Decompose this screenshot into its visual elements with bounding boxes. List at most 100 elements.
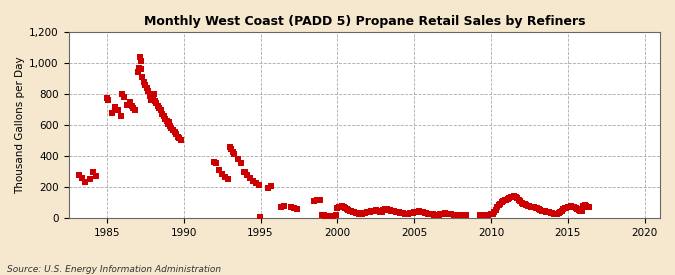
Point bbox=[458, 213, 468, 217]
Point bbox=[492, 205, 503, 210]
Point bbox=[385, 208, 396, 213]
Point bbox=[543, 210, 554, 214]
Point bbox=[134, 65, 144, 70]
Point bbox=[155, 108, 166, 112]
Point bbox=[461, 213, 472, 218]
Point bbox=[317, 213, 327, 217]
Point bbox=[278, 204, 289, 208]
Point bbox=[324, 214, 335, 219]
Point bbox=[506, 195, 516, 200]
Point bbox=[584, 205, 595, 210]
Point bbox=[346, 209, 356, 213]
Point bbox=[367, 209, 378, 213]
Point bbox=[371, 208, 381, 212]
Point bbox=[489, 210, 500, 214]
Point bbox=[430, 213, 441, 217]
Point bbox=[549, 211, 560, 216]
Point bbox=[352, 211, 362, 216]
Point bbox=[487, 211, 498, 216]
Point bbox=[541, 210, 551, 214]
Point bbox=[372, 209, 383, 213]
Point bbox=[148, 94, 159, 98]
Point bbox=[214, 168, 225, 172]
Point bbox=[378, 208, 389, 212]
Point bbox=[435, 212, 446, 217]
Point bbox=[112, 107, 123, 112]
Point bbox=[128, 106, 138, 110]
Point bbox=[250, 181, 261, 186]
Point bbox=[558, 207, 568, 211]
Point bbox=[403, 211, 414, 216]
Point bbox=[432, 213, 443, 217]
Point bbox=[327, 214, 338, 218]
Point bbox=[567, 204, 578, 209]
Point bbox=[118, 95, 129, 99]
Point bbox=[101, 96, 112, 100]
Point bbox=[573, 208, 584, 212]
Point bbox=[344, 208, 355, 213]
Point bbox=[502, 197, 513, 201]
Point bbox=[159, 114, 169, 118]
Point bbox=[157, 112, 167, 116]
Point bbox=[433, 213, 444, 217]
Point bbox=[217, 172, 227, 176]
Point bbox=[248, 179, 259, 183]
Point bbox=[80, 180, 91, 184]
Point bbox=[404, 211, 415, 216]
Point bbox=[254, 183, 265, 187]
Point bbox=[578, 204, 589, 208]
Point bbox=[509, 194, 520, 198]
Point bbox=[161, 119, 172, 123]
Point bbox=[338, 205, 349, 209]
Point bbox=[172, 134, 183, 139]
Point bbox=[318, 213, 329, 218]
Point bbox=[389, 209, 400, 213]
Point bbox=[529, 205, 539, 210]
Point bbox=[140, 82, 151, 87]
Point bbox=[572, 207, 583, 211]
Point bbox=[539, 209, 550, 213]
Point bbox=[375, 210, 386, 214]
Point bbox=[115, 114, 126, 118]
Point bbox=[132, 70, 143, 75]
Point bbox=[135, 67, 146, 72]
Point bbox=[583, 204, 593, 209]
Point bbox=[574, 208, 585, 213]
Point bbox=[551, 211, 562, 216]
Point bbox=[309, 199, 320, 204]
Point bbox=[396, 211, 407, 215]
Point bbox=[561, 205, 572, 210]
Point bbox=[562, 205, 573, 209]
Point bbox=[163, 121, 173, 126]
Point bbox=[340, 205, 350, 210]
Point bbox=[535, 208, 545, 212]
Point bbox=[341, 207, 352, 211]
Point bbox=[209, 160, 220, 164]
Y-axis label: Thousand Gallons per Day: Thousand Gallons per Day bbox=[15, 56, 25, 194]
Point bbox=[137, 75, 148, 79]
Point bbox=[516, 200, 527, 205]
Point bbox=[566, 204, 576, 208]
Point bbox=[103, 98, 114, 103]
Point bbox=[496, 200, 507, 204]
Point bbox=[333, 205, 344, 210]
Point bbox=[211, 161, 221, 165]
Point bbox=[510, 194, 521, 199]
Point bbox=[483, 213, 493, 217]
Point bbox=[423, 211, 433, 216]
Point bbox=[507, 194, 518, 199]
Point bbox=[377, 210, 387, 214]
Point bbox=[143, 89, 154, 93]
Point bbox=[109, 105, 120, 109]
Point bbox=[384, 208, 395, 212]
Point bbox=[420, 211, 431, 215]
Point bbox=[383, 208, 394, 212]
Point bbox=[146, 98, 157, 103]
Point bbox=[568, 205, 579, 210]
Point bbox=[321, 214, 332, 219]
Point bbox=[495, 201, 506, 206]
Point bbox=[537, 208, 547, 213]
Point bbox=[238, 169, 249, 174]
Point bbox=[515, 199, 526, 204]
Point bbox=[412, 210, 423, 214]
